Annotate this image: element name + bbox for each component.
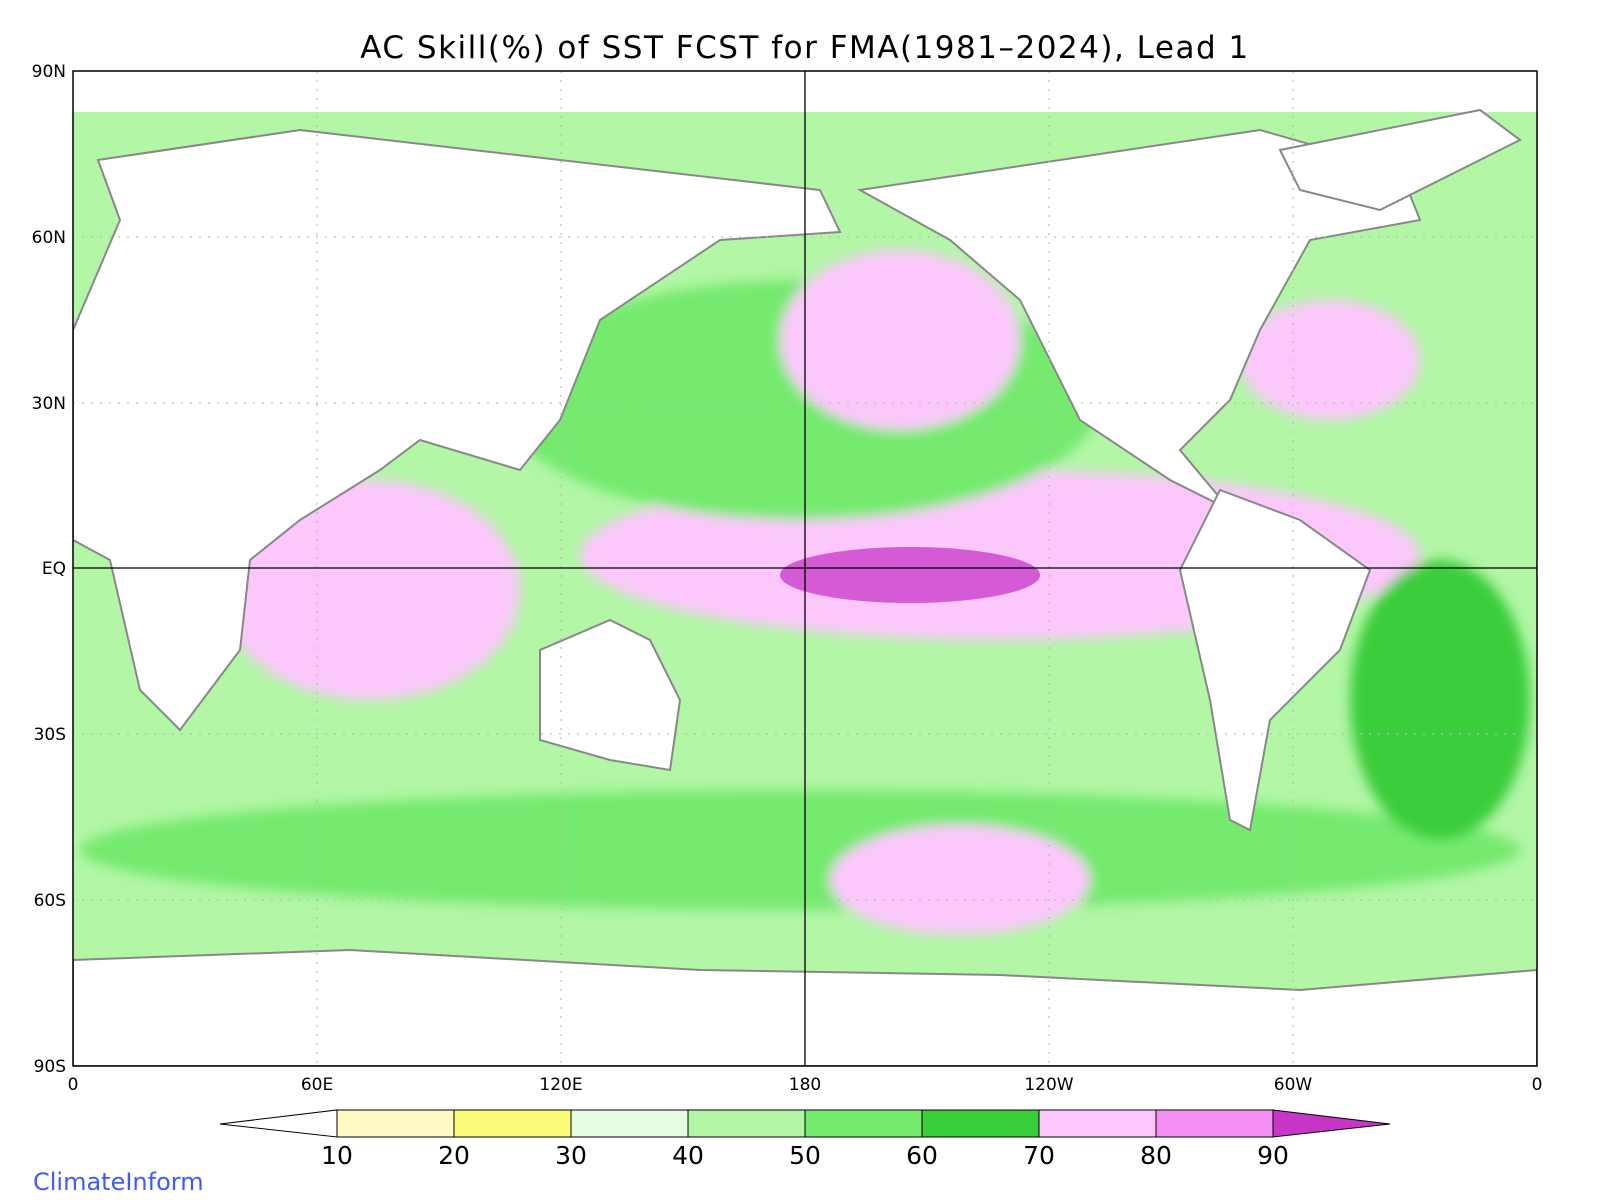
lon-tick-label: 0 xyxy=(68,1075,79,1095)
colorbar-bin xyxy=(453,1109,572,1138)
north-atlantic-pink xyxy=(1240,300,1420,420)
lon-tick-label: 120E xyxy=(539,1075,582,1095)
lon-tick-label: 60E xyxy=(301,1075,333,1095)
longitude-gridlines xyxy=(316,71,1294,1066)
eurasia-africa-landmass xyxy=(73,128,842,732)
greenland-landmass xyxy=(1278,108,1522,212)
lon-tick-label: 120W xyxy=(1024,1075,1073,1095)
north-pacific-pink xyxy=(780,250,1020,430)
lat-tick-label: 90S xyxy=(34,1057,66,1077)
colorbar-bin xyxy=(336,1109,455,1138)
colorbar-label: 70 xyxy=(1023,1141,1055,1170)
colorbar-bin xyxy=(570,1109,689,1138)
longitude-axis: 0 60E 120E 180 120W 60W 0 xyxy=(68,1075,1543,1095)
colorbar-label: 50 xyxy=(789,1141,821,1170)
colorbar-bin xyxy=(804,1109,923,1138)
colorbar-label: 20 xyxy=(438,1141,470,1170)
colorbar-label: 80 xyxy=(1140,1141,1172,1170)
southern-ocean-band xyxy=(80,790,1520,910)
colorbar-left-extension xyxy=(219,1109,338,1138)
lon-tick-label: 60W xyxy=(1274,1075,1313,1095)
colorbar-label: 30 xyxy=(555,1141,587,1170)
colorbar-label: 10 xyxy=(321,1141,353,1170)
south-america-landmass xyxy=(1178,488,1372,832)
lon-tick-label: 0 xyxy=(1532,1075,1543,1095)
lat-tick-label: 60N xyxy=(32,228,66,248)
colorbar: 10 20 30 40 50 60 70 80 90 xyxy=(219,1109,1391,1170)
chart-title: AC Skill(%) of SST FCST for FMA(1981–202… xyxy=(360,30,1249,66)
map-plot-area xyxy=(73,71,1537,1066)
colorbar-bin xyxy=(1038,1109,1157,1138)
indian-ocean-band xyxy=(220,480,520,700)
lat-tick-label: 90N xyxy=(32,62,66,82)
south-atlantic-green xyxy=(1350,560,1530,840)
lat-tick-label: 60S xyxy=(34,891,66,911)
credit-logo-text: ClimateInform xyxy=(33,1168,204,1196)
lat-tick-label: 30N xyxy=(32,394,66,414)
colorbar-right-extension xyxy=(1272,1109,1391,1138)
colorbar-bin xyxy=(921,1109,1040,1138)
colorbar-label: 90 xyxy=(1257,1141,1289,1170)
colorbar-label: 60 xyxy=(906,1141,938,1170)
plot-frame xyxy=(72,70,1538,1067)
latitude-axis: 90N 60N 30N EQ 30S 60S 90S xyxy=(32,62,66,1077)
lat-tick-label: EQ xyxy=(42,559,66,579)
colorbar-label: 40 xyxy=(672,1141,704,1170)
colorbar-bin xyxy=(1155,1109,1274,1138)
tropical-pacific-core xyxy=(780,547,1040,603)
colorbar-bin xyxy=(687,1109,806,1138)
lon-tick-label: 180 xyxy=(789,1075,821,1095)
south-pacific-pink xyxy=(830,825,1090,935)
australia-landmass xyxy=(539,618,682,772)
lat-tick-label: 30S xyxy=(34,725,66,745)
